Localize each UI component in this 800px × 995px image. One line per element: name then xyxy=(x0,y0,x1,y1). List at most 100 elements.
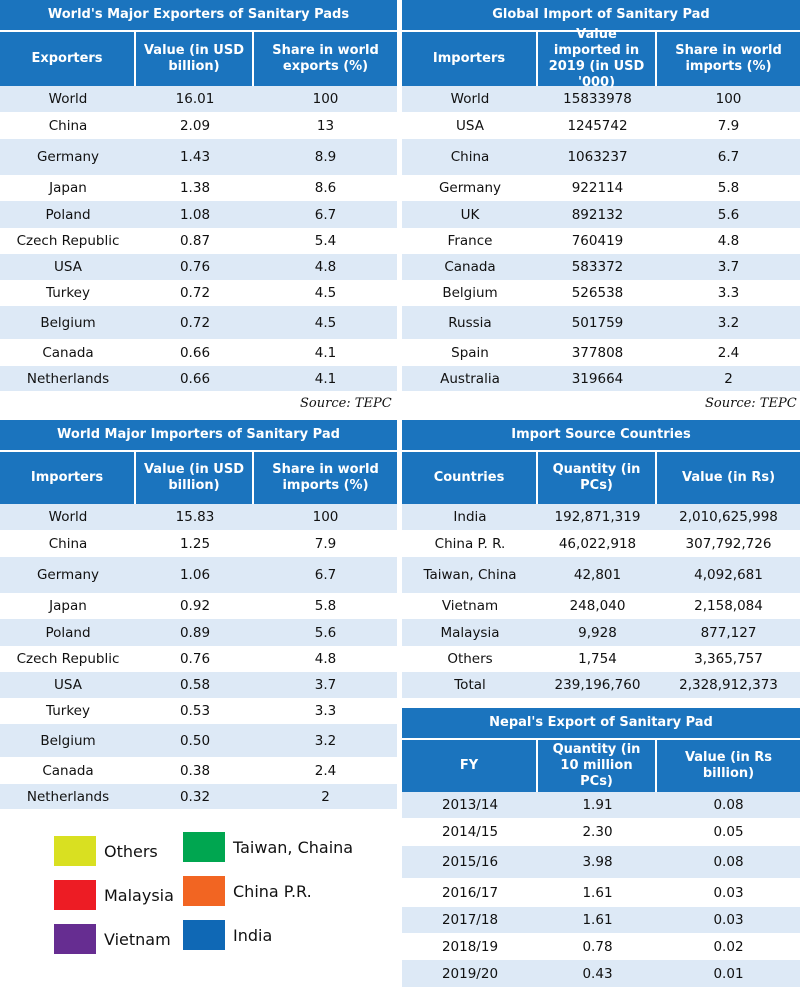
table-cell: Netherlands xyxy=(26,370,110,387)
table-cell: Total xyxy=(454,677,486,693)
table-cell: 2019/20 xyxy=(441,965,499,982)
legend-item-taiwan: Taiwan, Chaina xyxy=(183,832,353,862)
table-cell: 42,801 xyxy=(573,567,622,583)
table-cell: 1.38 xyxy=(179,180,211,196)
table-cell: 2,158,084 xyxy=(694,598,763,614)
table-cell: China xyxy=(48,117,88,134)
table-cell: 1.25 xyxy=(179,535,211,552)
nepal-export-header-row: FY Quantity (in 10 million PCs) Value (i… xyxy=(402,738,800,792)
table-cell: 2.30 xyxy=(582,824,613,840)
table-cell: 3.2 xyxy=(717,314,740,331)
table-cell: 377808 xyxy=(571,344,624,361)
table-cell: 0.43 xyxy=(582,965,613,982)
table-cell: 0.87 xyxy=(179,233,211,249)
column-header: Value (in Rs) xyxy=(681,470,776,485)
column-header: Value imported in 2019 (in USD '000) xyxy=(538,27,657,90)
table-cell: 5.8 xyxy=(314,598,337,614)
exporters-source: Source: TEPC xyxy=(300,396,392,411)
table-cell: 3.3 xyxy=(717,285,740,301)
column-header: Quantity (in PCs) xyxy=(538,452,657,504)
table-cell: 2017/18 xyxy=(441,912,499,928)
table-cell: 0.01 xyxy=(713,965,744,982)
table-cell: 0.08 xyxy=(713,854,744,870)
table-cell: Spain xyxy=(451,344,489,361)
global-import-table-title: Global Import of Sanitary Pad xyxy=(402,0,800,30)
table-cell: Czech Republic xyxy=(16,651,120,667)
table-cell: Malaysia xyxy=(440,624,500,641)
table-row: USA 0.58 3.7 xyxy=(0,672,397,698)
table-row: Canada 0.38 2.4 xyxy=(0,757,397,784)
legend-swatch xyxy=(54,924,96,954)
table-cell: Czech Republic xyxy=(16,233,120,249)
table-cell: 0.53 xyxy=(179,703,211,719)
table-row: 2019/20 0.43 0.01 xyxy=(402,960,800,987)
table-row: 2013/14 1.91 0.08 xyxy=(402,792,800,818)
legend-swatch xyxy=(54,836,96,866)
table-cell: 877,127 xyxy=(700,624,757,641)
table-cell: Belgium xyxy=(40,314,96,331)
table-cell: USA xyxy=(456,117,484,134)
table-cell: Canada xyxy=(444,259,496,275)
table-row: 2015/16 3.98 0.08 xyxy=(402,846,800,878)
table-cell: 1.08 xyxy=(179,206,211,223)
table-cell: 583372 xyxy=(571,259,624,275)
table-cell: 1245742 xyxy=(567,117,628,134)
global-import-table: Global Import of Sanitary Pad Importers … xyxy=(402,0,800,391)
table-cell: China xyxy=(450,149,490,165)
table-cell: 4.8 xyxy=(314,651,337,667)
table-row: Czech Republic 0.87 5.4 xyxy=(0,228,397,254)
table-cell: 0.38 xyxy=(179,762,211,779)
table-cell: 3.2 xyxy=(314,732,337,749)
table-row: Canada 583372 3.7 xyxy=(402,254,800,280)
table-row: Others 1,754 3,365,757 xyxy=(402,646,800,672)
table-cell: India xyxy=(453,509,487,525)
table-cell: 2013/14 xyxy=(441,797,499,813)
column-header: Countries xyxy=(402,452,538,504)
table-cell: 2.09 xyxy=(179,117,211,134)
table-row: Spain 377808 2.4 xyxy=(402,339,800,366)
table-cell: USA xyxy=(54,677,82,693)
legend-item-malaysia: Malaysia xyxy=(54,880,174,910)
table-cell: 46,022,918 xyxy=(558,535,637,552)
table-cell: World xyxy=(48,509,88,525)
exporters-body: World 16.01 100 China 2.09 13 Germany 1.43 8.9 Ja… xyxy=(0,86,397,391)
table-cell: 6.7 xyxy=(314,567,337,583)
legend-label: India xyxy=(233,925,273,945)
table-row: Japan 0.92 5.8 xyxy=(0,593,397,619)
table-row: Turkey 0.53 3.3 xyxy=(0,698,397,724)
table-cell: 5.6 xyxy=(314,624,337,641)
table-cell: 7.9 xyxy=(717,117,740,134)
table-cell: Turkey xyxy=(46,703,90,719)
table-row: Netherlands 0.66 4.1 xyxy=(0,366,397,391)
column-header: Share in world imports (%) xyxy=(675,43,782,74)
table-row: China 1.25 7.9 xyxy=(0,530,397,557)
table-cell: 307,792,726 xyxy=(685,535,772,552)
table-row: Japan 1.38 8.6 xyxy=(0,175,397,201)
column-header: Importers xyxy=(0,452,136,504)
column-header: Quantity (in 10 million PCs) xyxy=(538,740,657,792)
column-header: FY xyxy=(402,740,538,792)
world-importers-table: World Major Importers of Sanitary Pad Im… xyxy=(0,420,397,809)
column-header: Exporters xyxy=(0,32,136,86)
table-cell: Germany xyxy=(438,180,502,196)
table-cell: 2.4 xyxy=(314,762,337,779)
table-row: Czech Republic 0.76 4.8 xyxy=(0,646,397,672)
table-cell: 0.08 xyxy=(713,797,744,813)
table-cell: 2018/19 xyxy=(441,938,499,955)
table-cell: Poland xyxy=(45,624,91,641)
table-cell: 4.8 xyxy=(717,233,740,249)
table-row: India 192,871,319 2,010,625,998 xyxy=(402,504,800,530)
table-cell: 8.6 xyxy=(314,180,337,196)
column-header: Share in world imports (%) xyxy=(272,462,379,493)
table-row: Taiwan, China 42,801 4,092,681 xyxy=(402,557,800,593)
table-row: Germany 1.06 6.7 xyxy=(0,557,397,593)
table-row: 2018/19 0.78 0.02 xyxy=(402,933,800,960)
legend-item-china: China P.R. xyxy=(183,876,312,906)
table-row: Netherlands 0.32 2 xyxy=(0,784,397,809)
table-cell: Belgium xyxy=(40,732,96,749)
table-cell: 3.7 xyxy=(314,677,337,693)
table-cell: 0.58 xyxy=(179,677,211,693)
table-cell: Canada xyxy=(42,344,94,361)
table-row: USA 0.76 4.8 xyxy=(0,254,397,280)
legend-swatch xyxy=(183,832,225,862)
